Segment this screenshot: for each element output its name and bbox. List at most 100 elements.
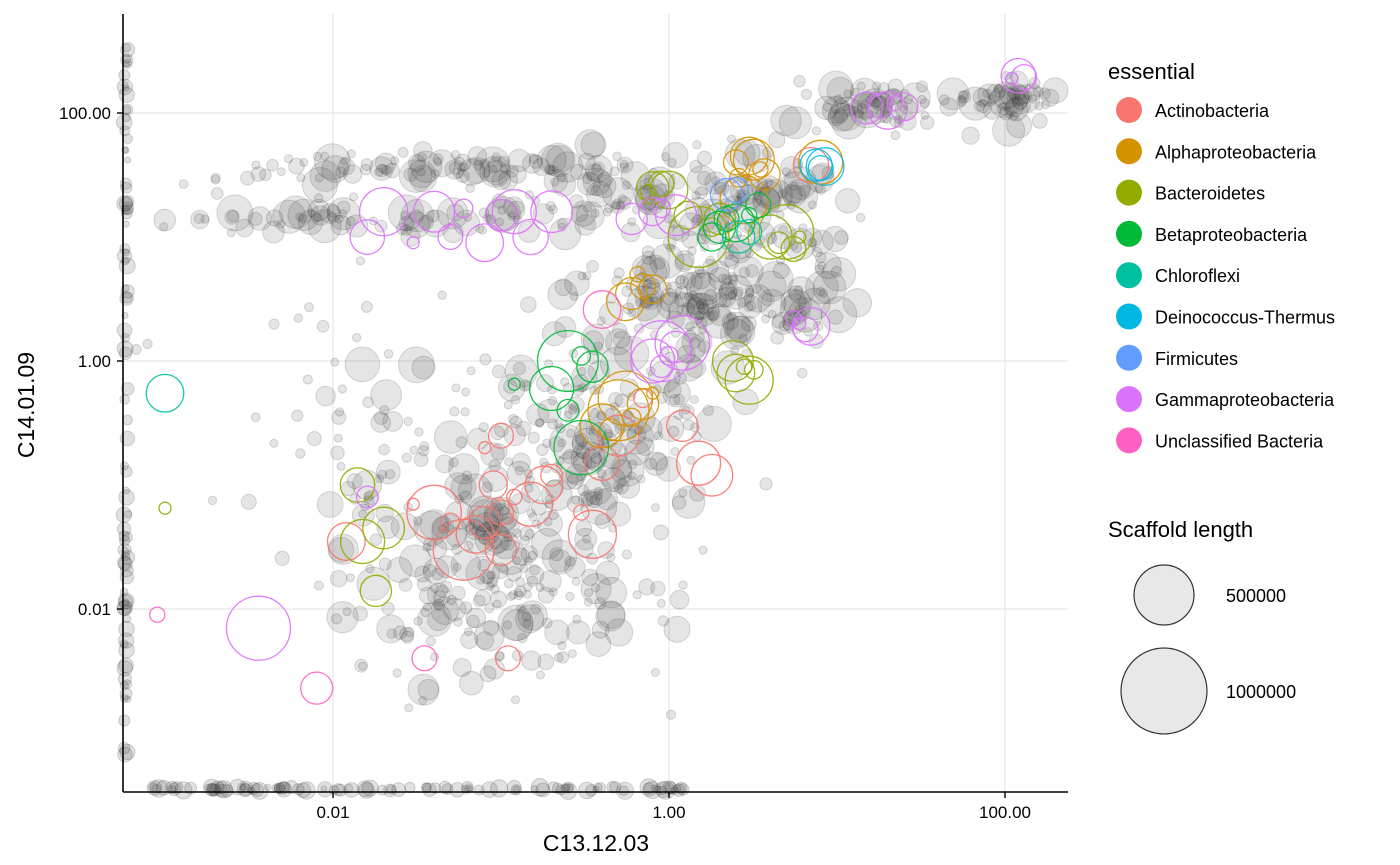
unclassified-point [696, 170, 712, 186]
unclassified-point [687, 298, 697, 309]
unclassified-point [818, 288, 828, 298]
unclassified-point [274, 782, 286, 794]
unclassified-point [117, 542, 132, 557]
unclassified-point [814, 252, 842, 280]
unclassified-point [118, 714, 131, 727]
unclassified-point [266, 158, 279, 172]
unclassified-point [498, 170, 518, 191]
unclassified-point [620, 161, 650, 191]
unclassified-point [418, 214, 434, 231]
unclassified-point [115, 506, 133, 523]
point-chloroflexi [736, 218, 763, 245]
unclassified-point [656, 598, 666, 608]
unclassified-point [577, 271, 587, 281]
unclassified-point [413, 616, 423, 626]
unclassified-point [268, 318, 280, 330]
unclassified-point [411, 355, 436, 380]
unclassified-point [418, 696, 428, 705]
unclassified-point [536, 510, 563, 537]
unclassified-point [527, 431, 540, 444]
unclassified-point [295, 448, 306, 459]
unclassified-point [566, 495, 585, 513]
point-bacteroidetes [667, 205, 730, 269]
unclassified-point [512, 528, 522, 539]
unclassified-point [379, 405, 390, 416]
unclassified-point [376, 614, 406, 644]
point-bacteroidetes [744, 359, 764, 380]
unclassified-point [417, 167, 426, 177]
unclassified-point [279, 195, 313, 229]
unclassified-point [276, 219, 286, 229]
unclassified-point [476, 575, 486, 585]
unclassified-point [586, 180, 613, 208]
unclassified-point [1034, 101, 1044, 111]
unclassified-point [386, 556, 413, 583]
unclassified-point [292, 783, 305, 796]
unclassified-point [211, 780, 225, 794]
unclassified-point [582, 534, 592, 544]
unclassified-point [474, 146, 511, 183]
unclassified-point [781, 184, 803, 206]
point-unclassified-bacteria [300, 671, 334, 705]
unclassified-point [378, 443, 390, 456]
unclassified-point [428, 149, 456, 178]
unclassified-point [301, 167, 338, 203]
unclassified-point [527, 550, 537, 561]
unclassified-point [120, 382, 135, 396]
unclassified-point [508, 413, 519, 425]
unclassified-point [998, 102, 1008, 112]
unclassified-point [781, 167, 792, 177]
unclassified-point [977, 83, 1001, 107]
unclassified-point [688, 290, 698, 300]
unclassified-point [116, 113, 133, 131]
unclassified-point [116, 322, 133, 339]
unclassified-point [616, 156, 634, 174]
unclassified-point [738, 294, 763, 319]
unclassified-point [678, 403, 695, 420]
unclassified-point [297, 781, 316, 800]
unclassified-point [829, 96, 864, 132]
unclassified-point [686, 165, 718, 196]
unclassified-point [298, 213, 308, 224]
unclassified-point [982, 88, 993, 99]
unclassified-point [706, 311, 716, 321]
unclassified-point [539, 569, 562, 593]
unclassified-point [352, 605, 368, 622]
unclassified-point [681, 326, 713, 358]
unclassified-point [872, 81, 882, 91]
unclassified-point [390, 156, 400, 166]
unclassified-point [605, 328, 633, 356]
unclassified-point [692, 140, 702, 150]
unclassified-point [590, 452, 603, 465]
unclassified-point [727, 134, 736, 144]
unclassified-point [643, 780, 662, 800]
unclassified-point [453, 153, 472, 172]
unclassified-point [575, 201, 605, 231]
unclassified-point [461, 780, 474, 794]
unclassified-point [702, 404, 714, 416]
point-betaproteobacteria [740, 206, 758, 224]
unclassified-point [216, 194, 254, 232]
unclassified-point [417, 152, 427, 163]
unclassified-point [306, 431, 322, 447]
unclassified-point [694, 186, 708, 200]
unclassified-point [586, 459, 596, 470]
unclassified-point [827, 109, 845, 127]
unclassified-point [958, 86, 993, 121]
unclassified-point [312, 213, 322, 223]
unclassified-point [733, 286, 744, 297]
unclassified-point [403, 416, 413, 426]
unclassified-point [363, 491, 374, 502]
unclassified-point [571, 495, 581, 505]
point-unclassified-bacteria [411, 645, 438, 672]
unclassified-point [606, 501, 632, 527]
unclassified-point [513, 588, 523, 598]
unclassified-point [641, 245, 655, 259]
unclassified-point [609, 781, 622, 794]
unclassified-point [360, 158, 374, 171]
unclassified-point [431, 514, 468, 551]
unclassified-point [744, 285, 755, 295]
unclassified-point [724, 250, 734, 260]
legend-label: Bacteroidetes [1155, 184, 1265, 204]
unclassified-point [251, 160, 261, 170]
